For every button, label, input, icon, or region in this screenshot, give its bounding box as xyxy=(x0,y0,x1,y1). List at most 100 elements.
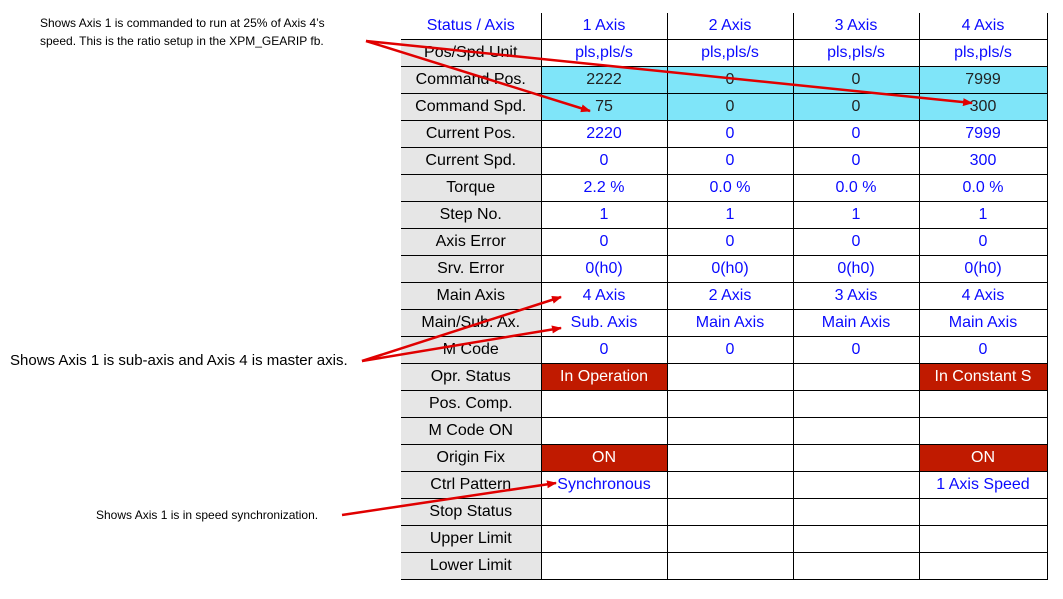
cell-axis-2: 1 xyxy=(666,201,794,229)
table-row: Srv. Error 0(h0) 0(h0) 0(h0) 0(h0) xyxy=(401,255,1048,283)
cell-axis-3 xyxy=(792,498,920,526)
cell-axis-1: Synchronous xyxy=(540,471,668,499)
cell-axis-1 xyxy=(540,498,668,526)
table-row: Pos. Comp. xyxy=(401,390,1048,418)
cell-axis-2 xyxy=(666,417,794,445)
cell-axis-1: 2220 xyxy=(540,120,668,148)
table-row: Current Spd. 0 0 0 300 xyxy=(401,147,1048,175)
cell-axis-1: 4 Axis xyxy=(540,282,668,310)
cell-axis-2 xyxy=(666,363,794,391)
cell-axis-2: 0 xyxy=(666,66,794,94)
row-label: Axis Error xyxy=(401,228,542,256)
cell-axis-2: 0 xyxy=(666,147,794,175)
row-label: Main/Sub. Ax. xyxy=(401,309,542,337)
cell-axis-1: 0(h0) xyxy=(540,255,668,283)
axis-header-2: 2 Axis xyxy=(666,13,794,40)
cell-axis-2 xyxy=(666,525,794,553)
cell-axis-2: 0.0 % xyxy=(666,174,794,202)
table-row: Pos/Spd Unit pls,pls/s pls,pls/s pls,pls/s p… xyxy=(401,39,1048,67)
cell-axis-1 xyxy=(540,417,668,445)
cell-axis-1: Sub. Axis xyxy=(540,309,668,337)
cell-axis-2: 0 xyxy=(666,228,794,256)
cell-axis-3: 1 xyxy=(792,201,920,229)
cell-axis-1: 0 xyxy=(540,228,668,256)
cell-axis-2 xyxy=(666,471,794,499)
cell-axis-4: 1 xyxy=(918,201,1048,229)
cell-axis-2: 2 Axis xyxy=(666,282,794,310)
row-label: Pos. Comp. xyxy=(401,390,542,418)
cell-axis-2 xyxy=(666,498,794,526)
cell-axis-3 xyxy=(792,444,920,472)
axis-header-3: 3 Axis xyxy=(792,13,920,40)
cell-axis-4: 300 xyxy=(918,93,1048,121)
cell-axis-3: 3 Axis xyxy=(792,282,920,310)
table-row: Main Axis 4 Axis 2 Axis 3 Axis 4 Axis xyxy=(401,282,1048,310)
cell-axis-3 xyxy=(792,417,920,445)
row-label: Command Pos. xyxy=(401,66,542,94)
grid-header-row: Status / Axis 1 Axis 2 Axis 3 Axis 4 Axis xyxy=(401,13,1048,40)
table-row: M Code 0 0 0 0 xyxy=(401,336,1048,364)
master-axis-annotation: Shows Axis 1 is sub-axis and Axis 4 is m… xyxy=(10,352,348,369)
cell-axis-1: 1 xyxy=(540,201,668,229)
table-row: Ctrl Pattern Synchronous 1 Axis Speed xyxy=(401,471,1048,499)
cell-axis-4: 0.0 % xyxy=(918,174,1048,202)
table-row: Step No. 1 1 1 1 xyxy=(401,201,1048,229)
cell-axis-1: In Operation xyxy=(540,363,668,391)
cell-axis-3: 0 xyxy=(792,147,920,175)
cell-axis-3: pls,pls/s xyxy=(792,39,920,67)
cell-axis-1: 2.2 % xyxy=(540,174,668,202)
axis-header-1: 1 Axis xyxy=(540,13,668,40)
cell-axis-3: 0 xyxy=(792,93,920,121)
cell-axis-1: 0 xyxy=(540,147,668,175)
cell-axis-1: 0 xyxy=(540,336,668,364)
table-row: Command Spd. 75 0 0 300 xyxy=(401,93,1048,121)
table-row: Stop Status xyxy=(401,498,1048,526)
cell-axis-4: 0 xyxy=(918,228,1048,256)
row-label: Upper Limit xyxy=(401,525,542,553)
cell-axis-4: 300 xyxy=(918,147,1048,175)
cell-axis-4: 7999 xyxy=(918,120,1048,148)
cell-axis-3: 0(h0) xyxy=(792,255,920,283)
cell-axis-1: ON xyxy=(540,444,668,472)
cell-axis-1: 2222 xyxy=(540,66,668,94)
cell-axis-4 xyxy=(918,390,1048,418)
cell-axis-2: 0 xyxy=(666,336,794,364)
cell-axis-3 xyxy=(792,363,920,391)
table-row: Torque 2.2 % 0.0 % 0.0 % 0.0 % xyxy=(401,174,1048,202)
cell-axis-3: 0 xyxy=(792,66,920,94)
cell-axis-4: ON xyxy=(918,444,1048,472)
row-label: Current Pos. xyxy=(401,120,542,148)
row-label: Srv. Error xyxy=(401,255,542,283)
cell-axis-4: 4 Axis xyxy=(918,282,1048,310)
cell-axis-1 xyxy=(540,525,668,553)
cell-axis-2: 0 xyxy=(666,120,794,148)
cell-axis-4 xyxy=(918,525,1048,553)
cell-axis-3: Main Axis xyxy=(792,309,920,337)
corner-header: Status / Axis xyxy=(401,13,542,40)
row-label: Pos/Spd Unit xyxy=(401,39,542,67)
row-label: Step No. xyxy=(401,201,542,229)
row-label: Lower Limit xyxy=(401,552,542,580)
axis-status-grid: Status / Axis 1 Axis 2 Axis 3 Axis 4 Axis Pos… xyxy=(401,13,1048,580)
cell-axis-3: 0 xyxy=(792,336,920,364)
cell-axis-4 xyxy=(918,417,1048,445)
table-row: Main/Sub. Ax. Sub. Axis Main Axis Main Axis… xyxy=(401,309,1048,337)
axis-header-4: 4 Axis xyxy=(918,13,1048,40)
cell-axis-1: 75 xyxy=(540,93,668,121)
row-label: Opr. Status xyxy=(401,363,542,391)
cell-axis-2 xyxy=(666,552,794,580)
cell-axis-1 xyxy=(540,552,668,580)
table-row: Opr. Status In Operation In Constant S xyxy=(401,363,1048,391)
cell-axis-2: 0(h0) xyxy=(666,255,794,283)
cell-axis-4: pls,pls/s xyxy=(918,39,1048,67)
cell-axis-4: In Constant S xyxy=(918,363,1048,391)
cell-axis-3 xyxy=(792,471,920,499)
table-row: Command Pos. 2222 0 0 7999 xyxy=(401,66,1048,94)
cell-axis-3: 0.0 % xyxy=(792,174,920,202)
ratio-annotation: Shows Axis 1 is commanded to run at 25% … xyxy=(40,16,325,48)
cell-axis-3: 0 xyxy=(792,120,920,148)
cell-axis-2 xyxy=(666,444,794,472)
table-row: Lower Limit xyxy=(401,552,1048,580)
table-row: Origin Fix ON ON xyxy=(401,444,1048,472)
cell-axis-4 xyxy=(918,498,1048,526)
